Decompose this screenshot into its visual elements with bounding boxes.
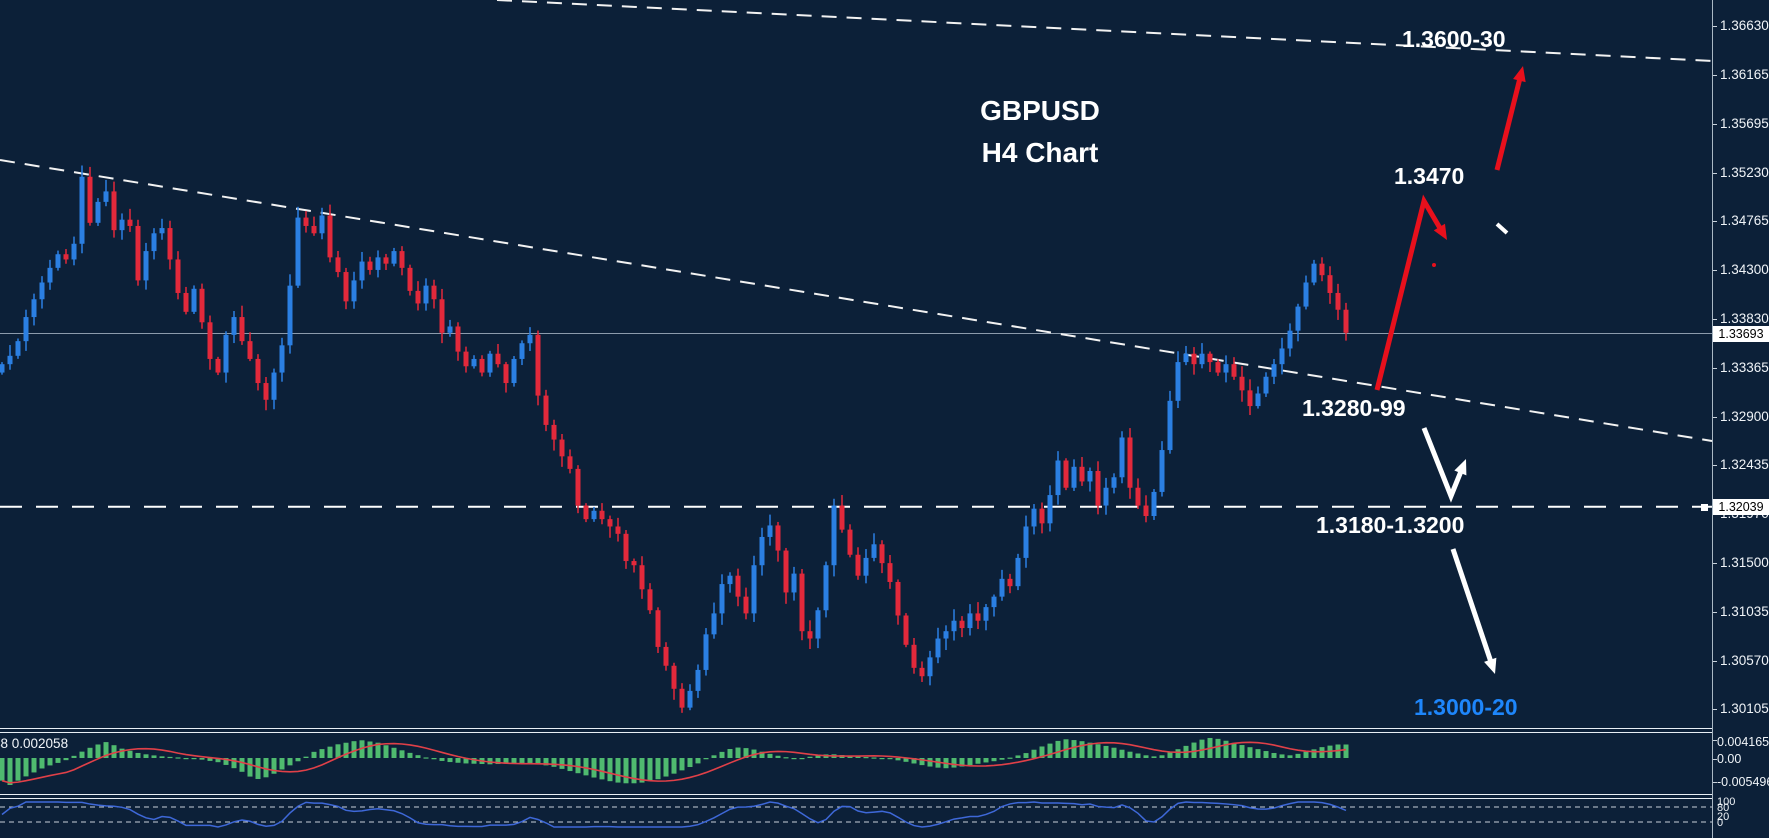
price-axis-tick — [1712, 74, 1717, 76]
price-axis-label: 1.35230 — [1720, 164, 1769, 180]
macd-axis-min: -0.005496 — [1717, 775, 1769, 789]
price-axis-label: 1.31035 — [1720, 603, 1769, 619]
stoch-axis-label: 20 — [1717, 811, 1730, 823]
price-axis-tick — [1712, 367, 1717, 369]
price-axis-label: 1.34765 — [1720, 213, 1769, 229]
price-axis-label: 1.34300 — [1720, 261, 1769, 277]
annotation-zone-support: 1.3180-1.3200 — [1316, 512, 1465, 538]
price-axis-tick — [1712, 465, 1717, 467]
price-axis-tick — [1712, 660, 1717, 662]
annotation-resistance-upper: 1.3600-30 — [1402, 26, 1506, 52]
price-axis-tick — [1712, 172, 1717, 174]
price-axis-label: 1.36165 — [1720, 66, 1769, 82]
price-axis-label: 1.36630 — [1720, 17, 1769, 33]
price-axis-label: 1.33830 — [1720, 311, 1769, 327]
price-axis-tick — [1712, 611, 1717, 613]
chart-title-symbol: GBPUSD — [980, 95, 1100, 126]
annotation-resistance-mid: 1.3470 — [1394, 163, 1465, 189]
pane-separator — [0, 798, 1712, 799]
price-axis-line — [1712, 0, 1713, 838]
pane-separator — [0, 794, 1712, 795]
price-axis-tick — [1712, 319, 1717, 321]
price-axis-tick — [1712, 25, 1717, 27]
price-axis-tick — [1712, 416, 1717, 418]
pane-separator — [0, 732, 1712, 733]
macd-value-label: 48 0.002058 — [0, 736, 69, 751]
macd-axis-zero: 0.00 — [1717, 752, 1742, 766]
price-axis-label: 1.30105 — [1720, 701, 1769, 717]
price-axis-tick — [1712, 221, 1717, 223]
price-axis-label: 1.31500 — [1720, 555, 1769, 571]
stoch-axis-label: 0 — [1717, 817, 1724, 829]
price-axis-label: 1.32900 — [1720, 408, 1769, 424]
indicator-axis-tick — [1712, 782, 1717, 783]
price-axis-label: 1.32435 — [1720, 457, 1769, 473]
price-axis-label: 1.35695 — [1720, 115, 1769, 131]
level-line-anchor-marker — [1701, 504, 1708, 511]
price-axis-tick — [1712, 709, 1717, 711]
annotation-zone-lower: 1.3000-20 — [1414, 694, 1518, 720]
macd-axis-max: 0.004165 — [1717, 735, 1769, 749]
level-price-box: 1.32039 — [1713, 499, 1769, 515]
price-axis-tick — [1712, 563, 1717, 565]
chart-title: GBPUSD H4 Chart — [950, 90, 1130, 174]
pane-separator — [0, 728, 1712, 729]
chart-title-timeframe: H4 Chart — [981, 137, 1099, 168]
indicator-axis-tick — [1712, 759, 1717, 760]
stoch-axis-label: 100 — [1717, 796, 1736, 808]
price-axis-label: 1.33365 — [1720, 359, 1769, 375]
price-axis-label: 1.30570 — [1720, 652, 1769, 668]
current-price-box: 1.33693 — [1713, 326, 1769, 342]
annotation-zone-breakout: 1.3280-99 — [1302, 395, 1406, 421]
price-axis-tick — [1712, 269, 1717, 271]
price-axis-tick — [1712, 123, 1717, 125]
stoch-axis-label: 80 — [1717, 802, 1730, 814]
indicator-axis-tick — [1712, 740, 1717, 741]
